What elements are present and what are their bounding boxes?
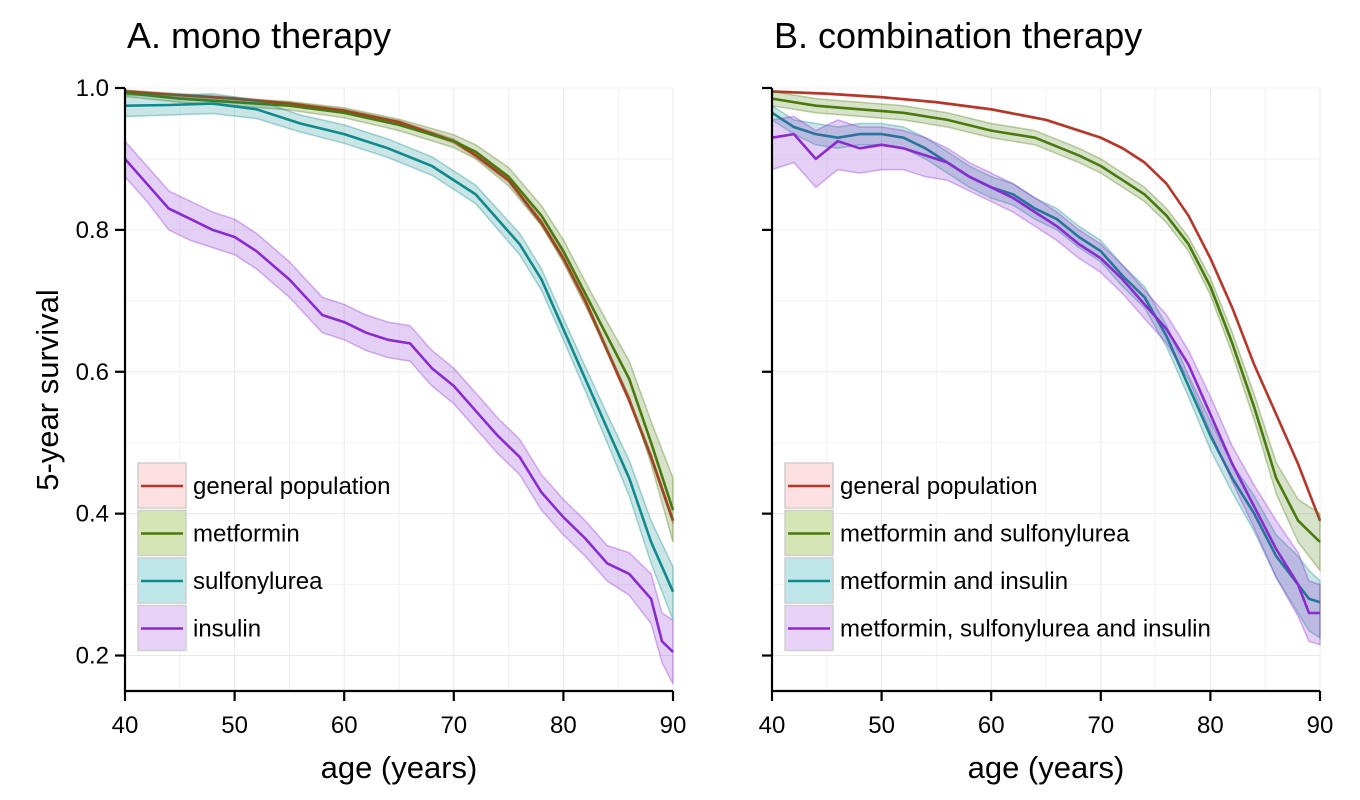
series-metformin: [124, 89, 675, 543]
x-tick-label: 40: [759, 712, 786, 739]
x-axis-label: age (years): [321, 750, 478, 785]
confidence-band-metformin-and-sulfonylurea: [771, 90, 1321, 573]
legend-item: insulin: [137, 604, 261, 652]
series-metformin-and-insulin: [771, 104, 1321, 640]
series-general-population: [771, 90, 1322, 522]
grid-lines: [124, 87, 674, 691]
confidence-band-metformin-and-insulin: [771, 104, 1321, 640]
legend-item: metformin and sulfonylurea: [784, 509, 1130, 557]
x-tick-label: 80: [1197, 712, 1224, 739]
line-metformin-and-insulin: [771, 111, 1321, 604]
legend-item: sulfonylurea: [137, 557, 323, 604]
line-general-population: [771, 90, 1322, 522]
series-sulfonylurea: [124, 92, 675, 621]
x-tick-label: 60: [978, 712, 1005, 739]
x-tick-label: 40: [112, 712, 139, 739]
x-tick-label: 50: [868, 712, 895, 739]
y-tick-label: 0.4: [76, 501, 109, 528]
x-tick-label: 70: [440, 712, 467, 739]
legend: general population metformin and sulfonyl…: [784, 462, 1211, 652]
legend-label: metformin and insulin: [840, 568, 1068, 595]
line-general-population: [124, 90, 675, 522]
x-tick-label: 80: [550, 712, 577, 739]
line-insulin: [124, 158, 674, 653]
line-metformin: [124, 91, 675, 511]
x-tick-label: 90: [1307, 712, 1334, 739]
y-tick-label: 0.6: [76, 359, 109, 386]
legend-item: general population: [784, 462, 1038, 509]
legend-label: insulin: [193, 616, 261, 643]
legend-label: sulfonylurea: [193, 568, 323, 595]
legend: general population metformin sulfonylurea i…: [137, 462, 391, 652]
confidence-band-sulfonylurea: [124, 92, 674, 621]
y-tick-label: 0.2: [76, 643, 109, 670]
grid-lines: [771, 87, 1321, 691]
line-metformin-and-sulfonylurea: [771, 97, 1321, 543]
panel-title: B. combination therapy: [774, 15, 1142, 56]
line-sulfonylurea: [124, 102, 675, 593]
y-axis-label: 5-year survival: [30, 289, 65, 491]
x-tick-label: 90: [660, 712, 687, 739]
y-tick-label: 1.0: [76, 75, 109, 102]
x-tick-label: 70: [1087, 712, 1114, 739]
x-tick-label: 50: [221, 712, 248, 739]
legend-item: metformin: [137, 509, 300, 557]
legend-label: metformin, sulfonylurea and insulin: [840, 616, 1211, 643]
x-axis-label: age (years): [968, 750, 1125, 785]
series-insulin: [124, 139, 674, 685]
confidence-band-metformin-sulfonylurea-and-insulin: [771, 115, 1321, 646]
legend-item: metformin, sulfonylurea and insulin: [784, 604, 1211, 652]
series-metformin-and-sulfonylurea: [771, 90, 1321, 573]
legend-label: general population: [840, 473, 1038, 500]
y-tick-label: 0.8: [76, 217, 109, 244]
series-metformin-sulfonylurea-and-insulin: [771, 115, 1321, 646]
x-tick-label: 60: [331, 712, 358, 739]
legend-item: metformin and insulin: [784, 557, 1068, 604]
confidence-band-insulin: [124, 139, 674, 685]
legend-label: general population: [193, 473, 391, 500]
panel-title: A. mono therapy: [127, 15, 391, 56]
panel-mono-therapy: 40 50 60 70 80 90 0.2 0.4 0.6 0.8 1.0 A. mono thera…: [76, 15, 687, 785]
confidence-band-metformin: [124, 89, 674, 543]
legend-label: metformin: [193, 521, 300, 548]
legend-item: general population: [137, 462, 391, 509]
legend-label: metformin and sulfonylurea: [840, 521, 1130, 548]
line-metformin-sulfonylurea-and-insulin: [771, 132, 1320, 615]
panel-combination-therapy: 40 50 60 70 80 90 B. combination therapy age (y…: [759, 15, 1334, 785]
